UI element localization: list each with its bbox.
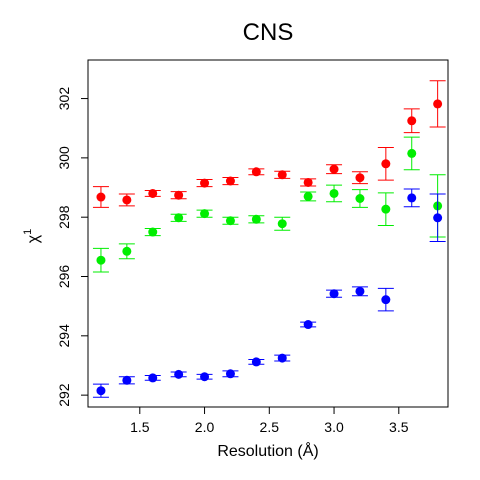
x-tick-label: 2.5	[260, 419, 280, 435]
data-point	[277, 353, 287, 363]
data-point	[200, 178, 210, 188]
data-point	[96, 255, 106, 265]
data-point	[251, 167, 261, 177]
data-point	[303, 191, 313, 201]
series-layer	[92, 80, 446, 398]
data-point	[355, 286, 365, 296]
y-tick-label: 294	[56, 324, 72, 348]
data-point	[96, 192, 106, 202]
data-point	[122, 246, 132, 256]
data-point	[329, 289, 339, 299]
x-tick-label: 3.0	[324, 419, 344, 435]
data-point	[407, 193, 417, 203]
data-point	[381, 204, 391, 214]
series-2	[92, 136, 446, 273]
data-point	[174, 369, 184, 379]
data-point	[225, 216, 235, 226]
data-point	[355, 173, 365, 183]
data-point	[303, 320, 313, 330]
data-point	[148, 227, 158, 237]
data-point	[174, 190, 184, 200]
data-point	[148, 188, 158, 198]
x-axis: 1.5 2.0 2.5 3.0 3.5	[130, 406, 409, 435]
y-tick-label: 298	[56, 205, 72, 229]
data-point	[381, 159, 391, 169]
data-point	[277, 219, 287, 229]
data-point	[433, 99, 443, 109]
y-axis-title-group: χ1	[22, 229, 42, 244]
y-axis-title: χ1	[22, 229, 42, 244]
y-tick-label: 292	[56, 383, 72, 407]
y-axis-title-superscript: 1	[22, 229, 34, 235]
series-1	[92, 80, 446, 208]
data-point	[96, 386, 106, 396]
data-point	[251, 214, 261, 224]
data-point	[381, 295, 391, 305]
data-point	[122, 195, 132, 205]
x-tick-label: 3.5	[389, 419, 409, 435]
data-point	[355, 194, 365, 204]
data-point	[148, 373, 158, 383]
series-3	[92, 188, 446, 398]
data-point	[200, 209, 210, 219]
data-point	[251, 357, 261, 367]
data-point	[407, 148, 417, 158]
data-point	[407, 116, 417, 126]
chart-title: CNS	[243, 19, 294, 46]
data-point	[303, 177, 313, 187]
data-point	[225, 369, 235, 379]
y-tick-label: 296	[56, 265, 72, 289]
plot-frame	[87, 59, 449, 408]
x-tick-label: 2.0	[195, 419, 215, 435]
data-point	[329, 188, 339, 198]
data-point	[433, 213, 443, 223]
y-tick-label: 300	[56, 146, 72, 170]
data-point	[277, 170, 287, 180]
y-axis: 292 294 296 298 300 302	[56, 87, 89, 407]
data-point	[122, 375, 132, 385]
y-tick-label: 302	[56, 87, 72, 111]
data-point	[329, 164, 339, 174]
x-axis-title: Resolution (Å)	[217, 441, 318, 460]
x-tick-label: 1.5	[130, 419, 150, 435]
y-axis-title-symbol: χ	[25, 234, 42, 243]
data-point	[200, 372, 210, 382]
data-point	[225, 176, 235, 186]
data-point	[174, 213, 184, 223]
